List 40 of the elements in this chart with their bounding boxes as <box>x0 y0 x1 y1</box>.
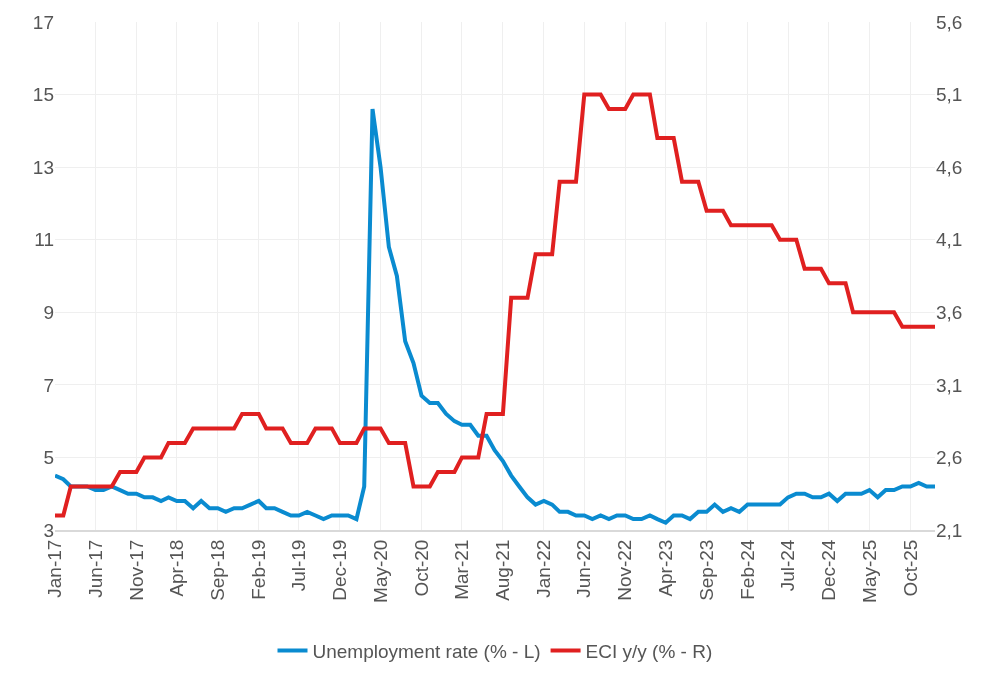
y-tick-label: 9 <box>43 301 54 323</box>
y2-tick-label: 2,1 <box>936 519 963 541</box>
x-tick-label: Sep-23 <box>695 539 717 601</box>
x-tick-label: Nov-17 <box>125 539 147 601</box>
y2-tick-label: 4,6 <box>936 156 963 178</box>
x-tick-label: Apr-18 <box>165 539 187 597</box>
y2-tick-label: 5,1 <box>936 84 963 106</box>
y-tick-label: 11 <box>34 229 54 251</box>
x-tick-label: Aug-21 <box>492 539 514 601</box>
legend-label: ECI y/y (% - R) <box>585 640 713 662</box>
x-tick-label: Feb-24 <box>736 539 758 600</box>
x-tick-label: Feb-19 <box>247 539 269 600</box>
x-tick-label: Mar-21 <box>451 539 473 600</box>
x-tick-label: Nov-22 <box>614 539 636 601</box>
y2-tick-label: 3,6 <box>936 301 963 323</box>
y-tick-label: 5 <box>43 447 54 469</box>
x-tick-label: Jul-24 <box>777 539 799 592</box>
x-tick-label: Jan-22 <box>533 539 555 598</box>
y2-tick-label: 3,1 <box>936 374 963 396</box>
x-tick-label: May-20 <box>369 539 391 603</box>
x-tick-label: Oct-25 <box>899 539 921 597</box>
y-tick-label: 13 <box>32 156 54 178</box>
y2-tick-label: 5,6 <box>936 11 963 33</box>
y-tick-label: 15 <box>32 84 54 106</box>
x-tick-label: Sep-18 <box>206 539 228 601</box>
x-tick-label: Jul-19 <box>288 539 310 592</box>
x-tick-label: Dec-24 <box>818 539 840 601</box>
x-tick-label: Jun-22 <box>573 539 595 598</box>
y-tick-label: 17 <box>32 11 54 33</box>
y2-tick-label: 4,1 <box>936 229 963 251</box>
x-tick-label: Oct-20 <box>410 539 432 597</box>
x-tick-label: Dec-19 <box>329 539 351 601</box>
y-tick-label: 3 <box>43 519 54 541</box>
y2-tick-label: 2,6 <box>936 447 963 469</box>
x-tick-label: Jun-17 <box>84 539 106 598</box>
x-tick-label: Jan-17 <box>44 539 66 598</box>
x-tick-label: Apr-23 <box>654 539 676 597</box>
legend-label: Unemployment rate (% - L) <box>312 640 541 662</box>
x-tick-label: May-25 <box>858 539 880 603</box>
y-tick-label: 7 <box>43 374 54 396</box>
